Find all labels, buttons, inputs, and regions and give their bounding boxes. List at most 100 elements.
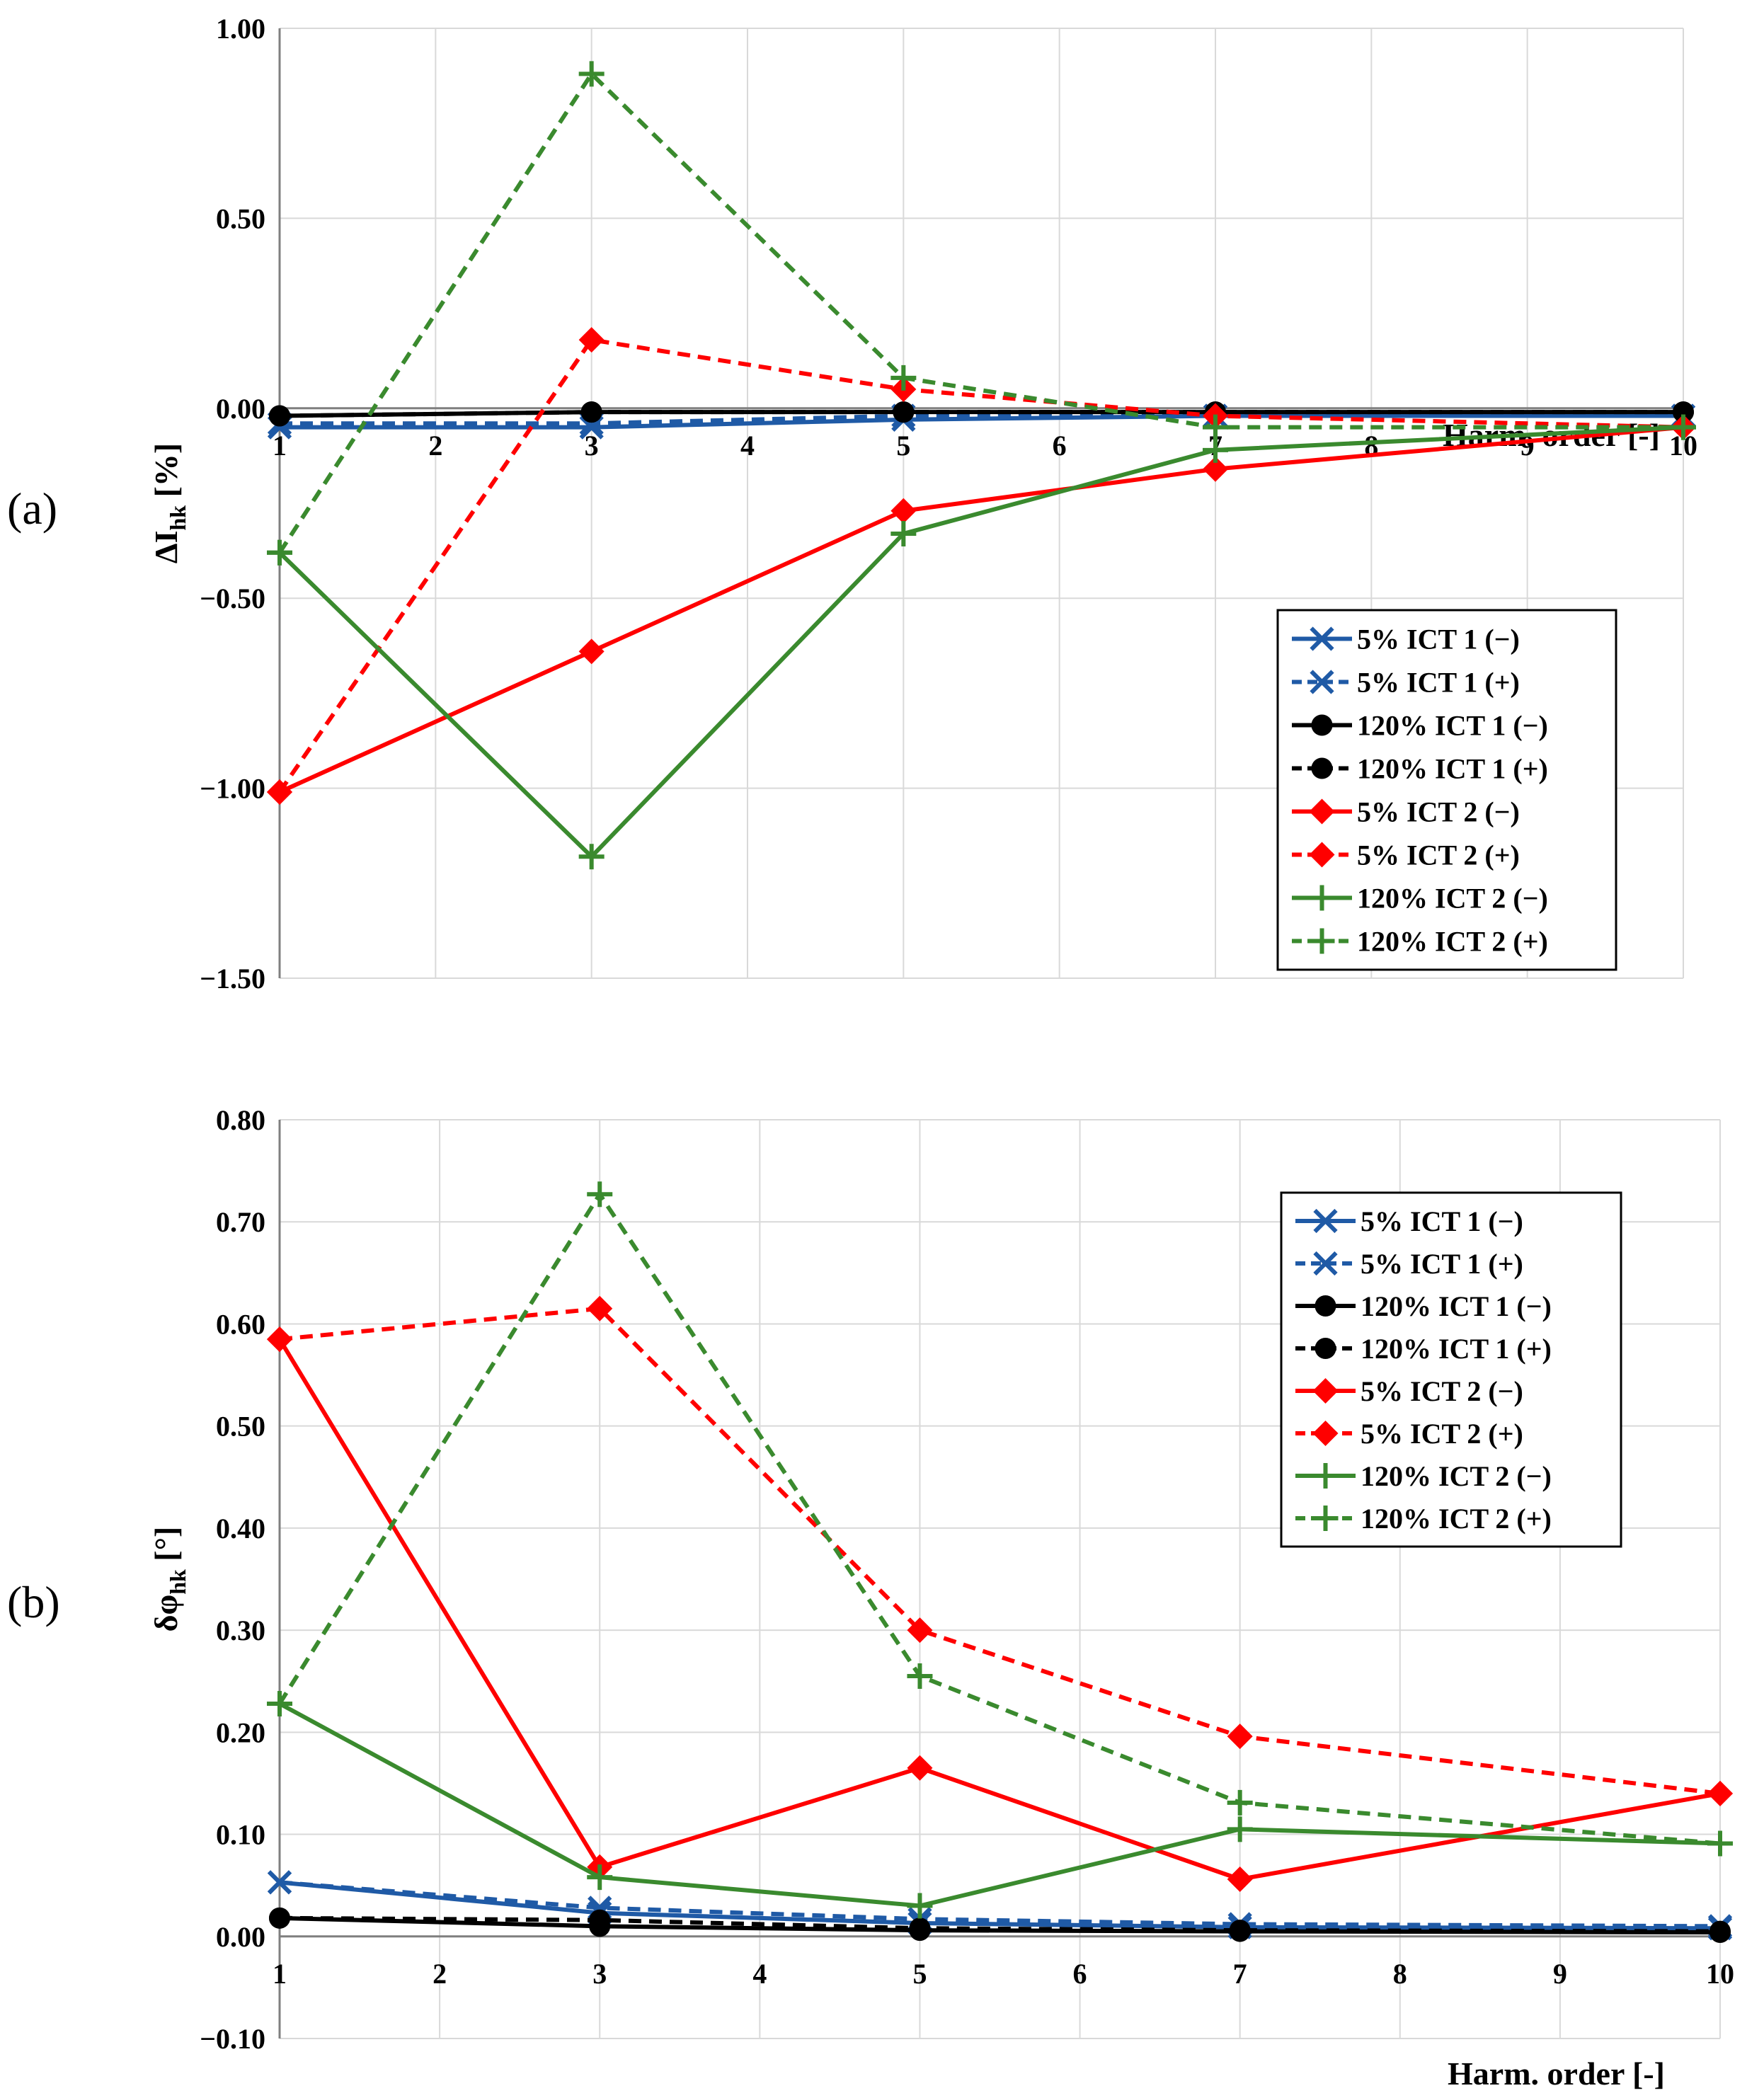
data-point [580,401,602,423]
data-point [907,1755,933,1781]
x-tick-label: 2 [433,1958,447,1990]
y-tick-label: 0.40 [216,1513,265,1544]
legend-entry-label: 120% ICT 2 (−) [1361,1460,1552,1492]
y-tick-label: 0.50 [216,1411,265,1443]
y-tick-label: 0.10 [216,1819,265,1851]
x-tick-label: 4 [752,1958,767,1990]
data-point [1203,437,1228,463]
legend-swatch-marker [1312,1378,1339,1404]
data-point [578,61,605,87]
legend-entry-label: 5% ICT 1 (+) [1357,667,1520,699]
data-point [907,1893,933,1919]
data-point [1673,401,1694,423]
legend-swatch-marker [1313,1251,1338,1276]
data-point [893,401,915,423]
legend-entry-label: 5% ICT 2 (−) [1357,796,1520,828]
data-point [890,498,917,524]
x-tick-label: 3 [592,1958,607,1990]
legend-swatch-marker [1309,798,1335,825]
data-point [578,844,605,870]
data-point [589,1909,611,1931]
x-tick-label: 9 [1553,1958,1567,1990]
data-point [267,1326,292,1353]
y-axis-title: δφhk [°] [148,1527,190,1632]
data-point [267,779,292,805]
legend-entry-label: 120% ICT 1 (−) [1357,710,1548,742]
legend-swatch-marker [1312,1463,1339,1489]
x-tick-label: 5 [912,1958,927,1990]
legend-entry-label: 120% ICT 2 (−) [1357,883,1548,914]
y-tick-label: −0.10 [200,2023,265,2055]
legend-box [1276,609,1617,971]
legend-swatch-marker [1310,670,1334,694]
y-tick-label: 0.80 [216,1104,265,1136]
data-point [578,327,605,353]
data-point [587,1864,613,1891]
y-tick-label: −1.50 [200,963,265,994]
y-tick-label: 0.20 [216,1716,265,1748]
y-tick-label: −1.00 [200,773,265,805]
data-point [1227,1789,1253,1816]
chart-panel-b: 0.80 0.70 0.60 0.50 0.40 0.30 0.20 0.10 0.00 −0.1… [7,1104,1734,2092]
x-tick-label: 10 [1706,1958,1734,1990]
y-tick-label: −0.50 [200,583,265,614]
y-tick-label: 0.50 [216,202,265,234]
data-point [267,539,292,566]
x-tick-label: 2 [428,430,442,461]
legend-entry-label: 5% ICT 2 (+) [1361,1418,1523,1450]
data-point [907,1617,933,1644]
legend-swatch-marker [1311,714,1333,736]
legend-swatch-marker [1315,1295,1336,1317]
y-axis-title-main: ΔI [148,530,184,563]
data-point [1709,1920,1731,1942]
data-point [1227,1724,1253,1750]
legend-swatch-marker [1309,842,1335,868]
data-point [907,1663,933,1690]
series-5 [267,1295,1733,1806]
x-tick-label: 4 [740,430,755,461]
legend-entry-label: 5% ICT 2 (+) [1357,839,1520,871]
legend-swatch-marker [1311,757,1333,779]
legend-box [1280,1191,1622,1548]
panel-label: (b) [7,1577,60,1627]
x-tick-label: 1 [273,430,287,461]
legend-swatch-marker [1312,1421,1339,1446]
data-point [587,1295,613,1321]
data-point [909,1917,931,1939]
series-7 [267,61,1696,566]
x-tick-label: 5 [896,430,910,461]
legend-swatch-marker [1309,928,1335,954]
series-line [277,70,1683,554]
data-point [1227,1816,1253,1842]
data-point [267,1870,292,1895]
x-tick-label: 1 [273,1958,287,1990]
data-point [579,415,604,440]
data-point [578,638,605,665]
x-tick-label: 6 [1053,430,1067,461]
legend-entry-label: 120% ICT 1 (+) [1361,1333,1552,1365]
legend-swatch-marker [1310,626,1334,651]
x-tick-label: 8 [1393,1958,1407,1990]
data-point [267,1690,292,1716]
y-axis-title-unit: [%] [148,443,184,505]
chart-panel-a: 1.000.500.00−0.50−1.00−1.501 2 3 4 5 6 7 8 9 10Ha… [7,13,1697,994]
series-7 [267,1181,1733,1857]
data-point [1203,414,1228,440]
data-point [1229,1920,1251,1942]
data-point [1707,1830,1733,1857]
data-point [1671,414,1696,440]
legend-swatch-marker [1313,1208,1338,1234]
legend: 5% ICT 1 (−) 5% ICT 1 (+) 120% ICT 1 (−) 12… [1280,1191,1622,1548]
legend-entry-label: 120% ICT 2 (+) [1357,926,1548,958]
y-tick-label: 1.00 [216,13,265,45]
x-tick-label: 6 [1073,1958,1087,1990]
legend-entry-label: 120% ICT 1 (−) [1361,1290,1552,1322]
x-tick-label: 9 [1520,430,1535,461]
data-point [269,405,290,427]
series-line [278,1702,1721,1908]
y-axis-title-subscript: hk [165,505,190,531]
legend-swatch-marker [1312,1506,1339,1531]
legend-entry-label: 5% ICT 1 (+) [1361,1248,1523,1280]
legend-entry-label: 120% ICT 2 (+) [1361,1503,1552,1535]
